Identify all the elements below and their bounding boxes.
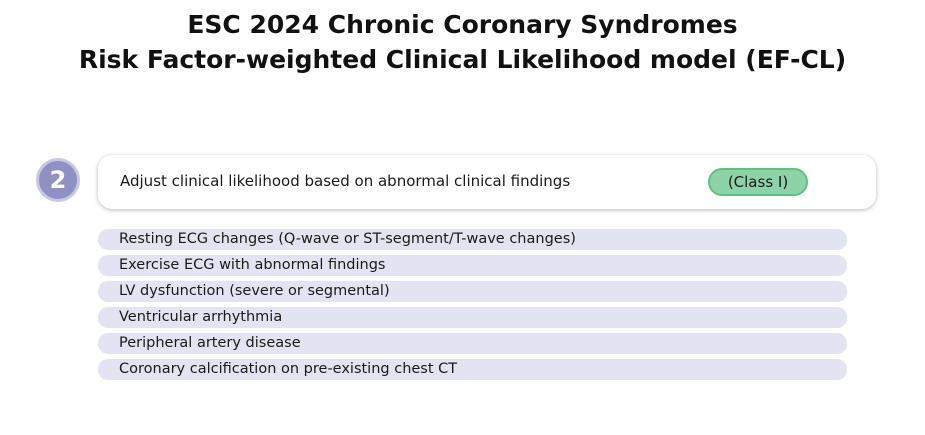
finding-item: Exercise ECG with abnormal findings [98,255,847,276]
step-number-badge: 2 [36,158,80,202]
class-badge: (Class I) [708,168,808,196]
title-line-2: Risk Factor-weighted Clinical Likelihood… [78,45,847,74]
title-line-1: ESC 2024 Chronic Coronary Syndromes [187,10,738,39]
step-heading: Adjust clinical likelihood based on abno… [120,172,571,190]
finding-item: Coronary calcification on pre-existing c… [98,359,847,380]
findings-list: Resting ECG changes (Q-wave or ST-segmen… [98,229,847,385]
finding-item: Peripheral artery disease [98,333,847,354]
step-header-card: Adjust clinical likelihood based on abno… [98,155,876,209]
finding-item: LV dysfunction (severe or segmental) [98,281,847,302]
finding-item: Resting ECG changes (Q-wave or ST-segmen… [98,229,847,250]
finding-item: Ventricular arrhythmia [98,307,847,328]
